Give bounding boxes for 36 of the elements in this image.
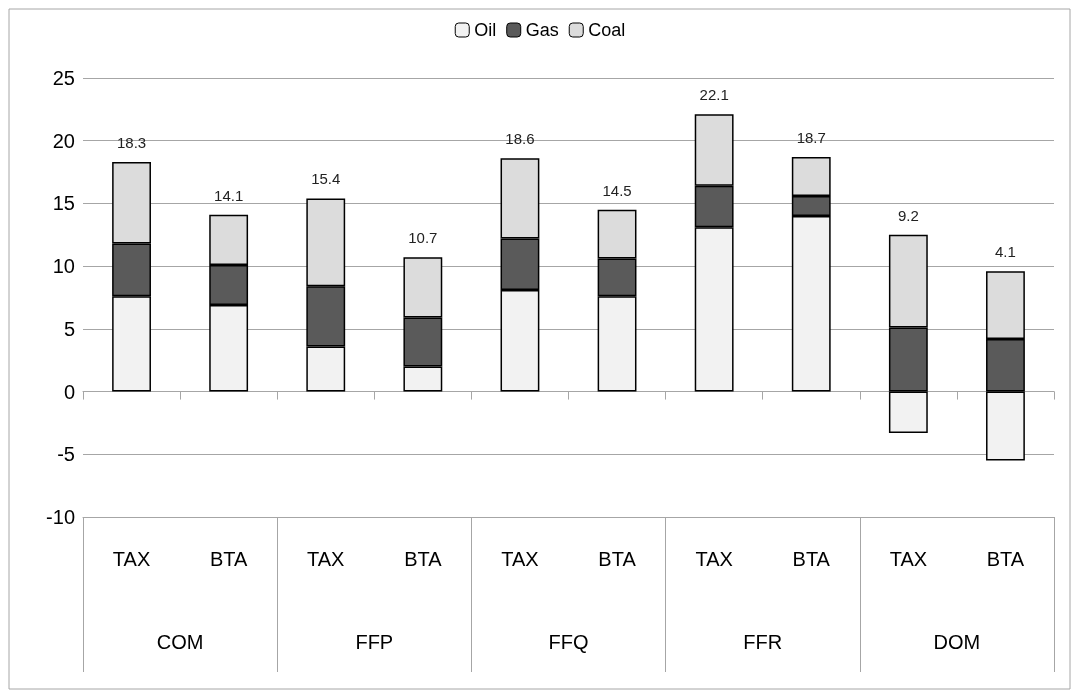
total-label: 4.1 [995, 243, 1016, 261]
legend-label: Gas [525, 20, 559, 40]
total-label: 14.5 [602, 181, 632, 199]
legend-label: Oil [474, 20, 497, 40]
text: FFQ [548, 631, 589, 653]
total-label: 22.1 [699, 86, 729, 104]
total-label: 15.4 [311, 170, 341, 188]
legend-label: Coal [588, 20, 626, 40]
y-tick-label: 0 [63, 380, 75, 403]
x-tick-label: BTA [598, 548, 637, 570]
total-label: 18.3 [116, 134, 147, 152]
x-tick-label: BTA [986, 548, 1025, 570]
y-tick-label: -5 [57, 443, 75, 466]
x-tick-label: BTA [792, 548, 831, 570]
y-tick-label: 25 [52, 67, 75, 89]
y-tick-label: 15 [52, 192, 75, 215]
total-label: 14.1 [214, 186, 244, 204]
y-tick-label: -10 [46, 506, 75, 528]
text: FFP [355, 631, 394, 653]
x-tick-label: TAX [501, 548, 539, 570]
x-tick-label: BTA [404, 548, 443, 570]
x-tick-label: TAX [889, 548, 928, 570]
y-tick-label: 10 [52, 255, 75, 278]
total-label: 18.7 [796, 129, 826, 147]
total-label: 10.7 [408, 229, 438, 247]
x-tick-label: BTA [209, 548, 249, 570]
y-tick-label: 20 [52, 129, 75, 152]
text: FFR [743, 631, 783, 653]
total-label: 9.2 [897, 206, 919, 224]
total-label: 18.6 [505, 130, 535, 148]
x-tick-label: TAX [307, 548, 345, 570]
y-tick-label: 5 [63, 317, 75, 340]
x-tick-label: TAX [112, 548, 151, 570]
text: DOM [933, 631, 981, 653]
x-tick-label: TAX [695, 548, 733, 570]
text: COM [156, 631, 204, 653]
